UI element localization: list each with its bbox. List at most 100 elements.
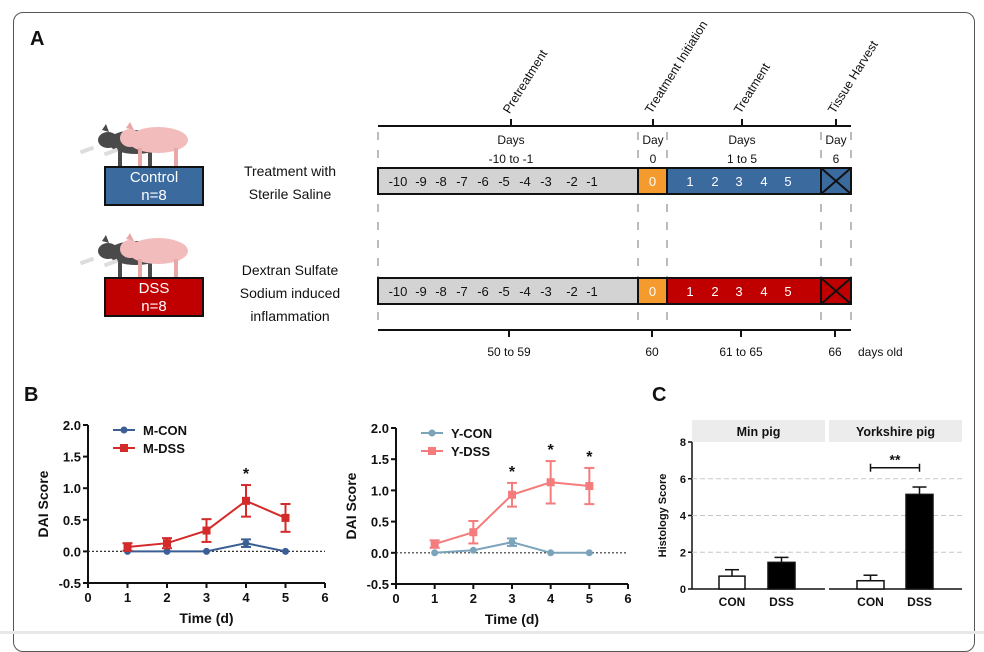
timeline-header-range: 6: [833, 152, 840, 166]
facet-title: Yorkshire pig: [856, 425, 935, 439]
age-label: 60: [645, 345, 659, 359]
x-tick-label: 3: [508, 591, 515, 606]
age-label: 66: [828, 345, 842, 359]
y-tick-label: 0.5: [371, 515, 389, 530]
data-point: [282, 547, 289, 555]
y-tick-label: 0.0: [63, 544, 81, 559]
x-tick-label: 1: [431, 591, 438, 606]
desc-line: Sterile Saline: [248, 186, 332, 202]
y-tick-label: 1.5: [63, 450, 81, 465]
chart-dai-yorkshire-pig: -0.5 0.0 0.5 1.0 1.5 2.0 0 1 2 3 4 5 6 Time (d) DAI Sc…: [343, 421, 632, 627]
timeline-header-range: -10 to -1: [489, 152, 534, 166]
day-label: -1: [586, 284, 598, 299]
facet-strip: [829, 420, 962, 442]
x-tick-label: 2: [163, 590, 170, 605]
day-label: 2: [711, 284, 718, 299]
data-point: [163, 539, 171, 548]
y-tick-label: 1.5: [371, 452, 389, 467]
group-name: Control: [129, 169, 179, 186]
y-tick-label: 2.0: [63, 418, 81, 433]
data-point: [430, 540, 439, 549]
data-point: [431, 549, 439, 557]
data-point: [469, 546, 477, 554]
data-point: [281, 513, 290, 522]
panel-b-label: B: [24, 384, 39, 406]
pig-icon: [98, 233, 188, 277]
x-tick-label: 0: [84, 590, 91, 605]
age-unit-label: days old: [858, 345, 903, 359]
y-tick-label: 1.0: [63, 481, 81, 496]
data-point: [469, 528, 478, 537]
facet-strip: [692, 420, 825, 442]
legend-label: M-DSS: [143, 441, 185, 456]
y-tick-label: 8: [680, 437, 686, 449]
y-axis-title: Histology Score: [657, 474, 669, 558]
y-tick-label: 2.0: [371, 421, 389, 436]
day-label: -2: [566, 284, 578, 299]
data-point: [242, 496, 250, 505]
x-tick-label: 3: [203, 590, 210, 605]
day-label: 4: [760, 284, 767, 299]
panel-a-label: A: [30, 28, 45, 50]
day-label: 5: [784, 284, 791, 299]
x-tick-label: 5: [586, 591, 593, 606]
y-tick-label: 2: [680, 547, 686, 559]
day-label: -5: [498, 284, 510, 299]
timeline-header-range: 1 to 5: [727, 152, 757, 166]
data-point: [202, 526, 211, 535]
day-label: -7: [456, 284, 468, 299]
day-label: 0: [649, 284, 656, 299]
data-point: [547, 549, 555, 557]
pretreatment-bar-dss: [377, 277, 639, 305]
bar-dss: [905, 493, 934, 590]
y-tick-label: 0: [680, 584, 686, 596]
y-tick-label: 0.0: [371, 546, 389, 561]
y-tick-label: 0.5: [63, 513, 81, 528]
y-tick-label: 4: [680, 511, 687, 523]
group-n: n=8: [141, 187, 167, 204]
bar-dss: [767, 561, 796, 590]
data-point: [585, 549, 593, 557]
day-label: -4: [519, 284, 531, 299]
day-label: -9: [415, 284, 427, 299]
day-label: 1: [686, 284, 693, 299]
x-tick-label: 4: [242, 590, 250, 605]
pig-illustration-dss: [79, 233, 188, 277]
x-tick-label: DSS: [907, 595, 932, 609]
data-point: [163, 547, 171, 555]
group-n: n=8: [141, 298, 167, 315]
bar-con: [856, 579, 885, 590]
significance-stars: **: [890, 452, 901, 468]
data-point: [585, 482, 594, 491]
day-label: 1: [686, 174, 693, 189]
desc-line: inflammation: [250, 308, 330, 324]
group-name: DSS: [138, 280, 170, 297]
day-label: -9: [415, 174, 427, 189]
age-label: 61 to 65: [719, 345, 763, 359]
y-tick-label: 6: [680, 474, 686, 486]
dss-group-box: DSS n=8: [104, 277, 204, 317]
harvest-x-icon: [820, 277, 852, 305]
significance-star: *: [509, 464, 516, 481]
x-tick-label: 6: [624, 591, 631, 606]
pig-illustration-control: [79, 122, 188, 166]
day-label: 3: [735, 284, 742, 299]
day-label: 3: [735, 174, 742, 189]
day-label: -5: [498, 174, 510, 189]
data-point: [546, 478, 555, 487]
y-tick-label: -0.5: [367, 577, 389, 592]
x-tick-label: 0: [392, 591, 399, 606]
y-axis-title: DAI Score: [343, 472, 359, 539]
legend-marker: [120, 426, 128, 434]
legend-marker: [428, 447, 436, 455]
dss-group-description: Dextran Sulfate Sodium induced inflammat…: [226, 259, 354, 328]
y-axis-title: DAI Score: [35, 470, 51, 537]
timeline-header-title: Days: [728, 133, 755, 147]
y-tick-label: 1.0: [371, 483, 389, 498]
bottom-edge: [0, 631, 984, 634]
x-tick-label: 6: [321, 590, 328, 605]
bar-con: [718, 575, 746, 590]
chart-dai-min-pig: -0.5 0.0 0.5 1.0 1.5 2.0 0 1 2 3 4 5 6 Time (d) DAI Sc…: [35, 418, 329, 626]
desc-line: Dextran Sulfate: [241, 262, 339, 278]
